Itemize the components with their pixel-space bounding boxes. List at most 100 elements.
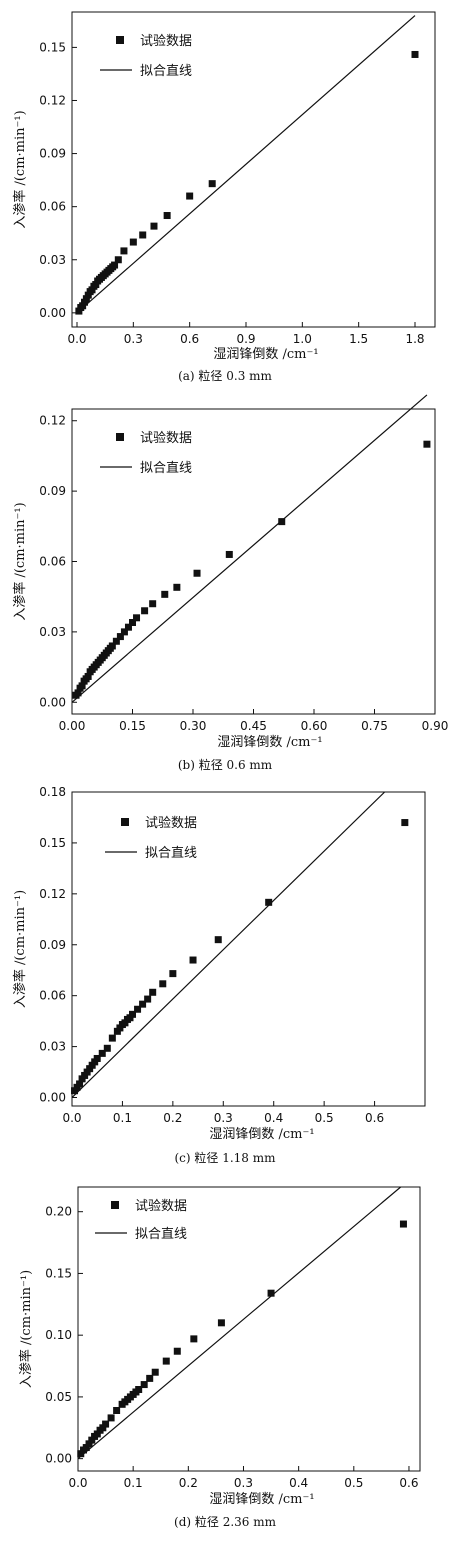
data-point [169,970,177,978]
data-point [163,212,171,220]
legend-label: 试验数据 [145,815,197,831]
x-tick-label: 0.4 [289,1476,308,1490]
chart-c: 0.0 0.1 0.2 0.3 0.4 0.5 0.6 0.00 0.03 0.06 0.09 0.1… [12,785,426,1165]
data-point [78,682,86,690]
y-tick-label: 0.12 [39,887,66,901]
x-tick-label: 0.75 [361,719,388,733]
chart-panel-b: 0.00 0.15 0.30 0.45 0.60 0.75 0.90 0.00 0.03 0.06… [0,394,451,780]
data-point [214,936,222,944]
data-point [84,672,92,680]
data-point [139,231,147,239]
legend-label: 试验数据 [140,33,192,49]
data-point [135,1386,143,1394]
data-point [108,642,116,650]
x-tick-label: 0.60 [301,719,328,733]
y-tick-label: 0.00 [45,1452,72,1466]
legend-label: 拟合直线 [140,461,192,476]
x-tick-label: 0.30 [180,719,207,733]
data-point [159,980,167,988]
y-axis-label: 入渗率 /(cm·min⁻¹) [18,1270,34,1388]
y-tick-label: 0.15 [39,836,66,850]
chart-panel-d: 0.0 0.1 0.2 0.3 0.4 0.5 0.6 0.00 0.05 0.10 0.15 0.2… [0,1175,451,1545]
data-point [161,590,169,598]
data-point [401,819,409,827]
x-tick-label: 1.0 [293,332,312,346]
plot-frame [71,408,436,715]
data-point [173,583,181,591]
data-point [141,607,149,615]
x-tick-label: 1.8 [405,332,424,346]
legend-label: 试验数据 [140,430,192,446]
data-point [149,988,157,996]
data-point [149,600,157,608]
legend-marker [121,818,129,826]
x-tick-label: 0.6 [399,1476,418,1490]
y-tick-label: 0.03 [39,625,66,639]
x-tick-label: 0.5 [344,1476,363,1490]
data-point [193,569,201,577]
plot-frame [77,1186,421,1472]
data-point [108,1034,116,1042]
data-point [225,550,233,558]
data-point [79,302,87,310]
data-point [116,633,124,641]
data-point [146,1374,154,1382]
data-point [77,1450,85,1458]
legend-label: 拟合直线 [135,1227,187,1242]
figure-caption: (c) 粒径 1.18 mm [174,1150,276,1165]
fit-line [77,1186,402,1460]
data-point [88,1436,96,1444]
data-point [162,1357,170,1365]
data-point [267,1289,275,1297]
data-point [265,898,273,906]
x-tick-label: 0.45 [240,719,267,733]
data-point [82,1444,90,1452]
legend-label: 试验数据 [135,1198,187,1214]
x-tick-label: 0.1 [113,1111,132,1125]
plot-frame [71,11,436,328]
x-tick-label: 0.9 [236,332,255,346]
chart-panel-a: 0.0 0.3 0.6 0.9 1.0 1.5 1.8 0.00 0.03 0.06 0.09 0.1… [0,0,451,395]
data-point [99,1424,107,1432]
y-tick-label: 0.18 [39,785,66,799]
data-point [139,1000,147,1008]
y-tick-label: 0.00 [39,306,66,320]
y-axis-label: 入渗率 /(cm·min⁻¹) [12,890,28,1008]
data-point [129,619,136,626]
data-point [88,286,96,294]
data-point [278,518,286,526]
data-point [112,637,120,645]
figure-caption: (b) 粒径 0.6 mm [178,757,273,772]
chart-d: 0.0 0.1 0.2 0.3 0.4 0.5 0.6 0.00 0.05 0.10 0.15 0.2… [18,1186,421,1529]
data-point [173,1347,181,1355]
data-point [85,1440,93,1448]
x-tick-label: 0.5 [315,1111,334,1125]
data-point [102,1420,110,1428]
data-point [399,1220,407,1228]
data-point [98,1049,106,1057]
data-point [111,261,119,269]
y-tick-label: 0.05 [45,1390,72,1404]
x-tick-label: 0.4 [264,1111,283,1125]
y-tick-label: 0.15 [39,40,66,54]
y-tick-label: 0.09 [39,484,66,498]
data-point [133,614,141,622]
x-tick-label: 0.0 [67,332,86,346]
x-tick-label: 0.90 [422,719,449,733]
data-point [208,180,216,188]
y-tick-label: 0.20 [45,1205,72,1219]
fit-line [76,15,416,314]
data-point [140,1381,148,1389]
y-tick-label: 0.15 [45,1266,72,1280]
data-point [74,689,82,697]
y-tick-label: 0.03 [39,1040,66,1054]
y-tick-label: 0.00 [39,1091,66,1105]
y-tick-label: 0.09 [39,938,66,952]
plot-frame [71,791,426,1107]
y-tick-label: 0.06 [39,555,66,569]
data-point [217,1319,225,1327]
fit-line [71,791,386,1098]
data-point [114,256,122,264]
x-axis-label: 湿润锋倒数 /cm⁻¹ [209,1127,314,1142]
y-tick-label: 0.12 [39,414,66,428]
